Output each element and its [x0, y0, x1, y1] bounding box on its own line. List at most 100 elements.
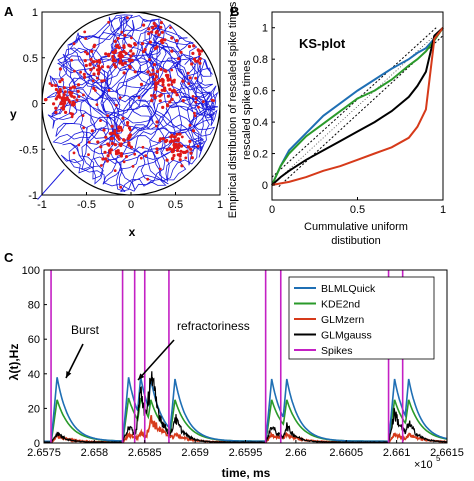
- spike-point: [85, 52, 89, 56]
- spike-point: [56, 95, 60, 99]
- x-tick-label: 2.659: [181, 447, 209, 459]
- x-tick-label: 2.658: [81, 447, 109, 459]
- panel-label-b: B: [230, 4, 239, 19]
- spike-point: [61, 99, 65, 103]
- spike-point: [112, 57, 116, 62]
- y-tick-label: 0.4: [253, 117, 268, 129]
- ks-series-line: [271, 27, 444, 186]
- spike-point: [176, 145, 180, 149]
- spike-point: [99, 145, 103, 149]
- spike-point: [84, 37, 87, 40]
- spike-point: [143, 47, 147, 52]
- spike-point: [169, 26, 172, 29]
- spike-point: [77, 143, 81, 147]
- y-tick-label: 0: [32, 99, 38, 111]
- spike-point: [147, 32, 151, 36]
- spike-point: [146, 177, 150, 181]
- spike-point: [191, 129, 196, 133]
- panel-c-ylabel: λ(t),Hz: [7, 344, 21, 381]
- spike-point: [122, 160, 126, 164]
- ks-series-line: [271, 27, 444, 186]
- spike-point: [172, 142, 176, 146]
- spike-point: [202, 100, 205, 104]
- spike-point: [160, 38, 164, 42]
- panel-c-exponent: ×10: [414, 459, 433, 471]
- spike-point: [72, 151, 76, 155]
- spike-point: [175, 132, 179, 136]
- spike-point: [130, 58, 134, 62]
- spike-point: [153, 78, 157, 82]
- spike-point: [112, 51, 116, 55]
- spike-point: [94, 89, 97, 92]
- spike-point: [151, 68, 155, 72]
- spike-point: [160, 30, 164, 34]
- spike-point: [127, 136, 131, 140]
- spike-point: [153, 46, 157, 51]
- spike-point: [187, 82, 191, 85]
- spike-point: [119, 152, 124, 156]
- spike-point: [153, 93, 157, 98]
- spike-point: [150, 99, 154, 103]
- spike-point: [90, 129, 94, 133]
- spike-point: [154, 74, 158, 78]
- spike-point: [194, 60, 197, 63]
- spike-point: [54, 110, 58, 114]
- spike-point: [151, 26, 155, 30]
- spike-point: [56, 90, 61, 94]
- spike-point: [124, 51, 128, 56]
- spike-point: [82, 93, 85, 97]
- spike-point: [54, 83, 58, 88]
- spike-point: [110, 141, 114, 146]
- spike-point: [155, 69, 160, 74]
- spike-point: [113, 169, 117, 173]
- spike-point: [126, 16, 129, 20]
- spike-point: [111, 54, 115, 59]
- x-tick-label: -1: [37, 199, 47, 211]
- spike-point: [76, 83, 81, 87]
- spike-point: [63, 101, 67, 105]
- spike-point: [72, 103, 76, 107]
- spike-point: [83, 50, 87, 54]
- panel-a: -1-1 -0.5 -0.5 0 0 0.5 0.5 1 1: [19, 7, 223, 211]
- annotation-burst: Burst: [71, 323, 100, 337]
- spike-point: [48, 82, 52, 85]
- spike-point: [71, 100, 75, 104]
- spike-point: [68, 90, 72, 94]
- spike-point: [123, 33, 127, 38]
- x-tick-label: 1: [217, 199, 223, 211]
- spike-point: [193, 114, 197, 118]
- spike-point: [116, 36, 120, 40]
- spike-point: [183, 150, 187, 154]
- y-tick-label: 1: [32, 7, 38, 19]
- spike-point: [83, 59, 87, 63]
- spike-point: [97, 58, 101, 63]
- spike-point: [129, 54, 133, 58]
- spike-point: [54, 106, 58, 110]
- spike-point: [126, 121, 130, 125]
- y-tick-label: 40: [28, 369, 40, 381]
- spike-point: [69, 86, 73, 90]
- panel-b-xlabel: Cummulative uniform: [304, 221, 408, 233]
- spike-point: [120, 30, 124, 34]
- spike-point: [100, 79, 104, 83]
- spike-point: [107, 20, 110, 24]
- annotation-refractoriness: refractoriness: [177, 319, 250, 333]
- y-tick-label: 0.2: [253, 149, 268, 161]
- panel-b-title: KS-plot: [299, 36, 346, 51]
- spike-point: [194, 100, 198, 104]
- spike-point: [52, 102, 56, 106]
- spike-point: [90, 49, 94, 54]
- spike-point: [163, 88, 167, 93]
- x-tick-label: 0: [269, 204, 275, 216]
- spike-point: [198, 57, 202, 61]
- spike-point: [197, 105, 200, 109]
- spike-point: [109, 148, 113, 152]
- panel-b-ylabel: Empirical distribution of rescaled spike…: [227, 1, 239, 218]
- spike-point: [168, 140, 172, 144]
- spike-point: [164, 139, 168, 144]
- rate-series-glmzern: [43, 415, 448, 444]
- panel-c-exponent-power: 5: [436, 454, 441, 463]
- spike-point: [122, 138, 126, 142]
- panel-b-ylabel-line2: rescaled spike times: [241, 60, 253, 160]
- spike-point: [154, 124, 158, 128]
